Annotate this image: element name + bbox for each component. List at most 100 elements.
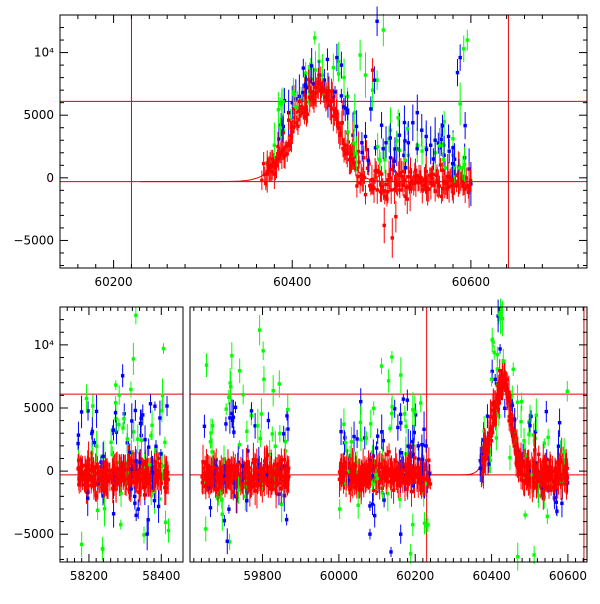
data-point: [508, 456, 512, 460]
data-point: [313, 68, 318, 72]
data-point: [396, 116, 400, 120]
data-point: [356, 149, 361, 154]
data-point: [359, 479, 363, 483]
data-point: [381, 469, 385, 473]
data-point: [436, 141, 441, 145]
data-point: [546, 435, 550, 440]
data-point: [481, 469, 486, 474]
data-point: [244, 484, 248, 488]
data-point: [419, 179, 423, 184]
data-point: [549, 488, 553, 492]
x-tick-label: 60400: [472, 569, 510, 583]
data-point: [334, 111, 339, 116]
data-point: [214, 475, 219, 479]
data-point: [372, 186, 376, 190]
data-point: [103, 460, 108, 464]
data-point: [216, 487, 220, 492]
data-point: [409, 454, 413, 459]
data-point: [420, 149, 424, 153]
data-point: [243, 472, 247, 476]
data-point: [101, 494, 105, 498]
data-point: [303, 93, 307, 97]
data-point: [396, 478, 400, 483]
data-point: [439, 137, 443, 142]
data-point: [406, 444, 410, 448]
data-point: [160, 408, 164, 413]
data-point: [267, 452, 272, 457]
data-point: [521, 478, 525, 483]
data-point: [372, 78, 377, 82]
data-point: [523, 464, 527, 469]
data-point: [556, 444, 561, 448]
data-point: [148, 402, 153, 406]
data-point: [291, 125, 296, 129]
data-point: [125, 467, 130, 471]
data-point: [525, 460, 529, 464]
data-point: [111, 428, 116, 432]
data-point: [545, 514, 550, 519]
data-point: [403, 481, 407, 485]
data-point: [105, 463, 109, 467]
data-point: [124, 477, 128, 481]
x-tick-label: 60200: [94, 275, 132, 289]
data-point: [421, 183, 426, 188]
data-point: [411, 439, 415, 444]
data-point: [146, 445, 151, 449]
data-point: [540, 473, 544, 478]
data-point: [352, 485, 357, 489]
data-point: [112, 465, 116, 469]
data-point: [121, 477, 125, 482]
data-point: [507, 419, 511, 423]
data-point: [379, 364, 384, 368]
data-point: [448, 175, 452, 179]
data-point: [486, 451, 490, 455]
plot-frame: [59, 14, 588, 269]
data-point: [375, 145, 380, 149]
data-point: [330, 89, 334, 94]
data-point: [427, 187, 431, 191]
data-point: [206, 479, 211, 483]
data-point: [110, 468, 115, 472]
data-point: [422, 521, 427, 525]
data-point: [451, 191, 456, 195]
data-point: [127, 460, 131, 464]
data-point: [215, 496, 220, 500]
data-point: [527, 432, 531, 436]
data-point: [345, 448, 349, 453]
data-point: [373, 146, 378, 150]
data-point: [325, 57, 330, 62]
data-point: [239, 474, 243, 478]
data-point: [370, 177, 374, 182]
data-point: [533, 448, 537, 452]
data-point: [503, 370, 507, 375]
data-point: [376, 469, 381, 473]
data-point: [375, 479, 379, 484]
data-point: [555, 509, 559, 513]
data-point: [489, 408, 494, 413]
data-point: [269, 163, 273, 168]
data-point: [498, 368, 502, 373]
data-point: [300, 106, 304, 110]
data-point: [438, 163, 443, 167]
data-point: [278, 126, 283, 130]
data-point: [127, 450, 132, 454]
data-point: [261, 472, 265, 476]
data-point: [292, 92, 296, 96]
data-point: [137, 468, 141, 472]
data-point: [270, 432, 274, 436]
data-point: [442, 120, 446, 124]
data-point: [420, 443, 424, 447]
data-point: [357, 485, 362, 489]
data-point: [152, 498, 157, 503]
data-point: [553, 469, 557, 474]
data-point: [370, 482, 375, 487]
data-point: [278, 461, 283, 466]
data-point: [150, 470, 155, 475]
data-point: [90, 431, 94, 436]
data-point: [233, 405, 238, 410]
data-point: [290, 100, 294, 105]
data-point: [519, 420, 523, 424]
data-point: [413, 467, 417, 471]
data-point: [402, 120, 407, 125]
data-point: [361, 156, 366, 160]
